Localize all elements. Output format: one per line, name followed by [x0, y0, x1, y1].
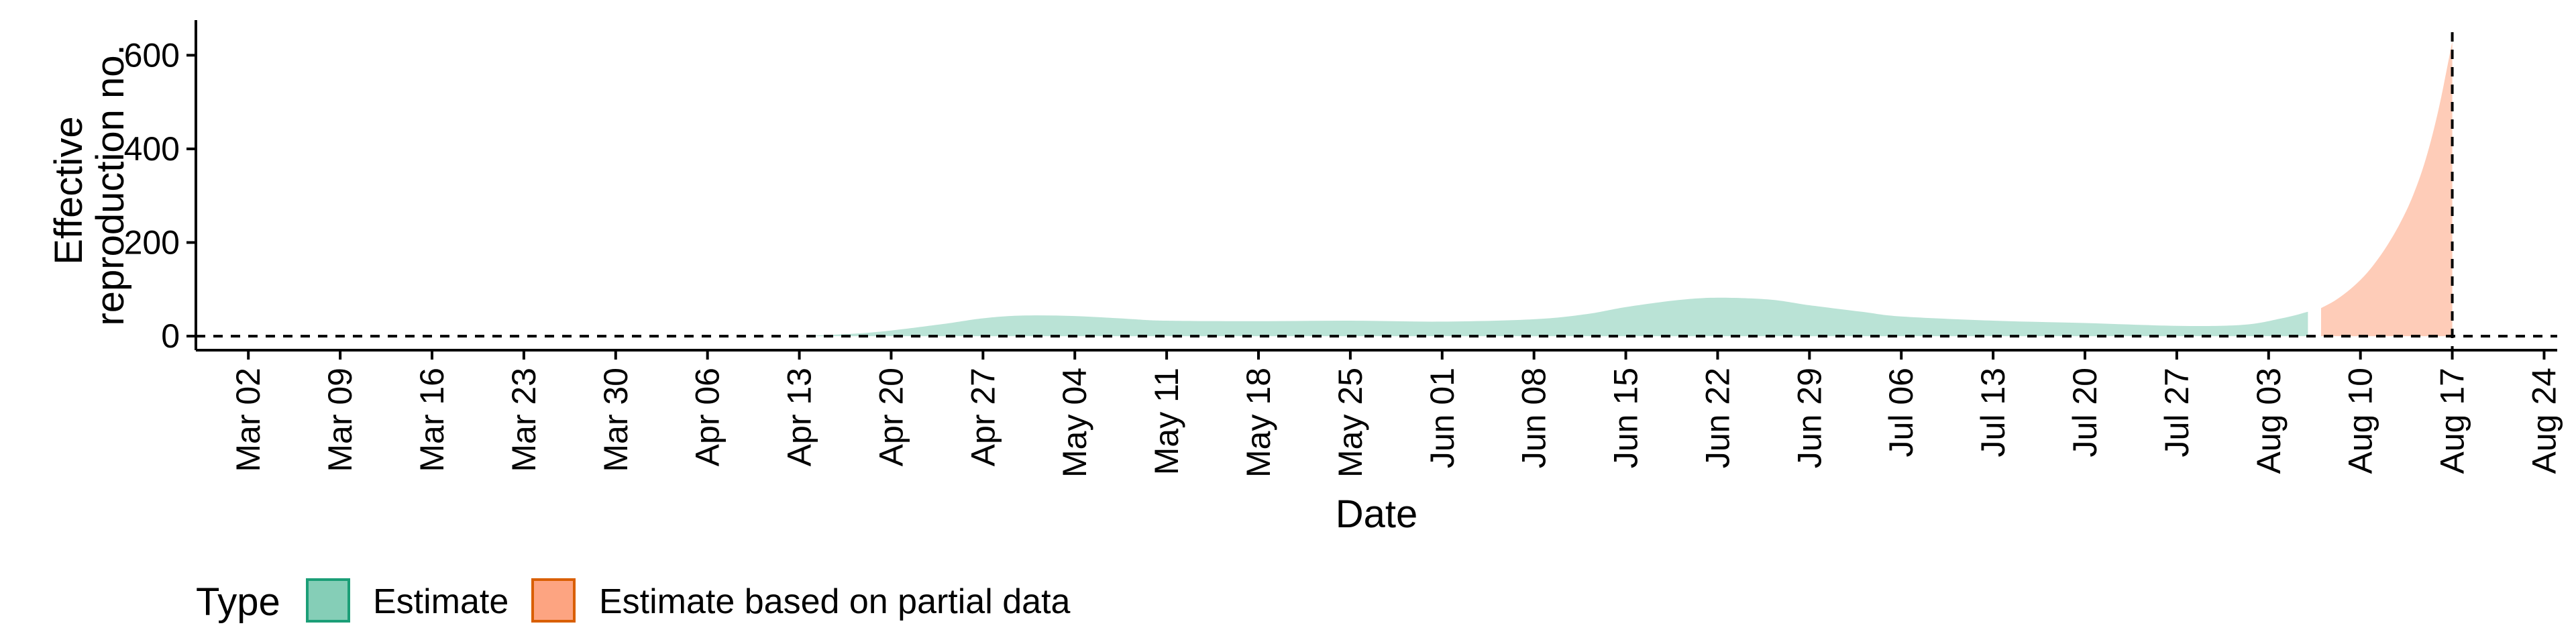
x-tick-label: May 11	[1148, 368, 1185, 475]
x-tick-label: Mar 16	[413, 368, 451, 472]
x-tick-label: Jul 20	[2066, 368, 2104, 457]
x-tick-label: Mar 09	[321, 368, 359, 472]
y-axis-title-line-2: reproduction no.	[89, 44, 132, 325]
x-tick-label: Mar 23	[505, 368, 543, 472]
x-tick-label: Jul 27	[2158, 368, 2196, 457]
x-tick-label: Aug 10	[2342, 368, 2379, 474]
x-tick-label: Mar 02	[229, 368, 267, 472]
y-axis-title-line-1: Effective	[47, 116, 91, 264]
axes	[195, 20, 2557, 352]
x-axis-ticks: Mar 02 Mar 09 Mar 16 Mar 23 Mar 30 Apr 06 Apr …	[229, 350, 2563, 478]
plot-areas	[799, 41, 2453, 337]
x-tick-label: Apr 27	[964, 368, 1002, 466]
legend-key-partial-estimate	[531, 578, 576, 623]
legend-label-partial-estimate: Estimate based on partial data	[599, 582, 1071, 621]
y-tick-label: 200	[124, 223, 180, 261]
partial-data-estimate-area	[2321, 41, 2453, 337]
x-tick-label: Apr 20	[872, 368, 910, 466]
y-axis-title: Effective reproduction no.	[47, 44, 132, 325]
x-tick-label: Apr 06	[689, 368, 727, 466]
x-tick-label: Jun 22	[1699, 368, 1736, 468]
estimate-area	[799, 297, 2308, 337]
x-tick-label: Aug 03	[2250, 368, 2288, 474]
y-axis-ticks: 0 200 400 600	[124, 36, 196, 355]
x-tick-label: Jul 06	[1882, 368, 1920, 457]
x-tick-label: May 25	[1332, 368, 1369, 478]
legend-label-estimate: Estimate	[373, 582, 508, 621]
x-tick-label: Mar 30	[597, 368, 635, 472]
x-tick-label: Jun 15	[1607, 368, 1645, 468]
legend-key-estimate	[306, 578, 350, 623]
legend-title: Type	[196, 580, 280, 624]
x-tick-label: Aug 17	[2434, 368, 2471, 474]
x-tick-label: Jun 29	[1790, 368, 1828, 468]
legend: Type Estimate Estimate based on partial …	[196, 578, 1071, 624]
x-tick-label: May 18	[1240, 368, 1277, 478]
y-tick-label: 0	[161, 317, 180, 355]
y-tick-label: 400	[124, 130, 180, 168]
x-axis-title: Date	[1336, 492, 1418, 536]
y-tick-label: 600	[124, 36, 180, 74]
x-tick-label: Apr 13	[781, 368, 818, 466]
x-tick-label: Jun 08	[1515, 368, 1553, 468]
reference-lines	[196, 32, 2557, 350]
x-tick-label: Jul 13	[1974, 368, 2012, 457]
x-tick-label: Aug 24	[2525, 368, 2563, 474]
x-tick-label: May 04	[1056, 368, 1093, 478]
x-tick-label: Jun 01	[1424, 368, 1461, 468]
